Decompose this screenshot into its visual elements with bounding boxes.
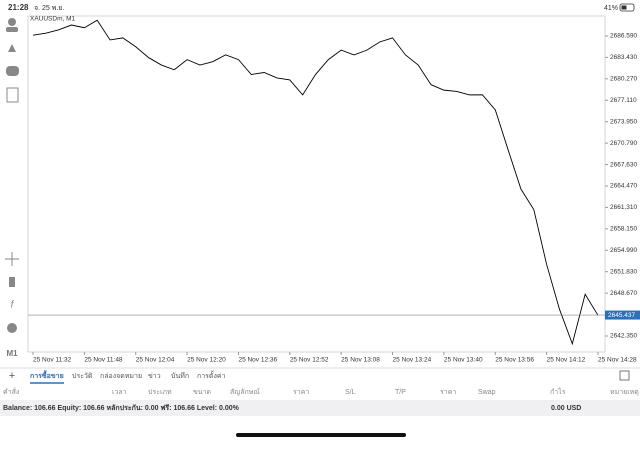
timeframe-button[interactable]: M1 — [6, 349, 18, 358]
account-icon[interactable] — [8, 18, 16, 26]
table-header: คำสั่ง เวลา ประเภท ขนาด สัญลักษณ์ ราคา S/L T/P ร… — [3, 387, 639, 396]
price-line — [32, 19, 599, 346]
y-tick-label: 2677.110 — [610, 97, 637, 104]
sidebar: f — [5, 18, 19, 333]
y-tick-label: 2683.430 — [610, 54, 637, 61]
layout-icon[interactable] — [619, 370, 630, 381]
tab[interactable]: การตั้งค่า — [197, 369, 226, 380]
status-date: จ. 25 พ.ย. — [34, 5, 64, 12]
x-tick-label: 25 Nov 13:40 — [444, 357, 483, 364]
balance-summary: Balance: 106.66 Equity: 106.66 หลักประกั… — [3, 404, 240, 412]
column-header: ประเภท — [148, 389, 172, 396]
column-header: T/P — [395, 389, 406, 396]
battery-icon — [619, 3, 635, 12]
current-price-box — [605, 310, 640, 320]
chart-frame — [27, 15, 606, 353]
y-tick-label: 2680.270 — [610, 76, 637, 83]
column-header: ราคา — [440, 389, 456, 396]
y-tick-label: 2654.990 — [610, 247, 637, 254]
y-tick-label: 2664.470 — [610, 183, 637, 190]
x-tick-label: 25 Nov 12:36 — [238, 357, 277, 364]
balance-bar — [0, 400, 640, 416]
indicator-icon[interactable]: f — [11, 300, 15, 311]
crosshair-icon[interactable] — [5, 252, 19, 266]
status-time: 21:28 — [8, 3, 29, 12]
column-header: ราคา — [293, 389, 309, 396]
current-price-label: 2645.437 — [608, 312, 635, 319]
chat-icon[interactable] — [6, 66, 19, 76]
column-header: เวลา — [112, 389, 127, 396]
objects-icon[interactable] — [7, 323, 17, 333]
column-header: ขนาด — [193, 389, 211, 396]
tabs: การซื้อขาย ประวัติ กล่องจดหมาย ข่าว บันทึก กา… — [30, 369, 226, 384]
x-tick-label: 25 Nov 14:28 — [598, 357, 637, 364]
tab[interactable]: บันทึก — [171, 371, 189, 380]
tab[interactable]: ประวัติ — [72, 372, 93, 380]
x-tick-label: 25 Nov 11:48 — [84, 357, 123, 364]
x-tick-label: 25 Nov 11:32 — [33, 357, 72, 364]
column-header: กำไร — [550, 387, 566, 396]
x-tick-label: 25 Nov 12:20 — [187, 357, 226, 364]
doc-icon[interactable] — [6, 87, 19, 103]
candle-icon[interactable] — [9, 277, 15, 287]
y-tick-label: 2667.630 — [610, 161, 637, 168]
y-tick-label: 2673.950 — [610, 118, 637, 125]
y-tick-label: 2686.590 — [610, 33, 637, 40]
trade-icon[interactable] — [8, 44, 16, 52]
x-tick-label: 25 Nov 13:24 — [393, 357, 432, 364]
column-header: Swap — [478, 389, 496, 396]
tab[interactable]: กล่องจดหมาย — [100, 373, 142, 380]
column-header: คำสั่ง — [3, 387, 19, 396]
battery-text: 41% — [604, 5, 618, 12]
tab[interactable]: ข่าว — [148, 373, 161, 380]
y-tick-label: 2642.350 — [610, 333, 637, 340]
y-tick-label: 2651.830 — [610, 268, 637, 275]
y-tick-label: 2648.670 — [610, 290, 637, 297]
y-tick-label: 2658.150 — [610, 226, 637, 233]
tab[interactable]: การซื้อขาย — [30, 369, 64, 380]
chart-symbol: XAUUSDm, M1 — [30, 16, 76, 23]
column-header: สัญลักษณ์ — [230, 388, 260, 396]
y-tick-label: 2661.310 — [610, 204, 637, 211]
x-tick-label: 25 Nov 13:56 — [495, 357, 534, 364]
x-tick-label: 25 Nov 12:04 — [136, 357, 175, 364]
column-header: หมายเหตุ — [610, 389, 639, 396]
add-button[interactable]: + — [9, 370, 15, 382]
balance-profit: 0.00 USD — [551, 405, 581, 412]
account-icon-body — [6, 27, 18, 32]
y-tick-label: 2670.790 — [610, 140, 637, 147]
battery-level — [621, 5, 627, 10]
home-indicator — [236, 433, 406, 437]
x-tick-label: 25 Nov 13:08 — [341, 357, 380, 364]
x-tick-label: 25 Nov 14:12 — [547, 357, 586, 364]
x-tick-label: 25 Nov 12:52 — [290, 357, 329, 364]
column-header: S/L — [345, 389, 356, 396]
